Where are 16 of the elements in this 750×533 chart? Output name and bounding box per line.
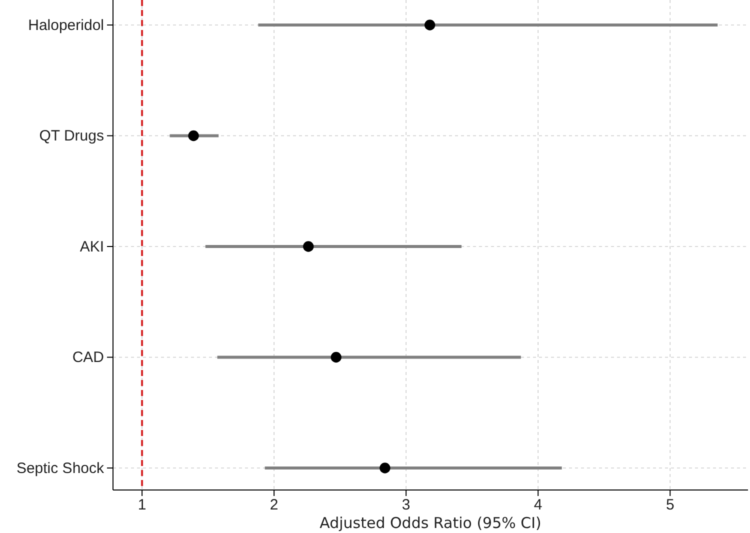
x-axis-title: Adjusted Odds Ratio (95% CI) (320, 514, 542, 532)
point (188, 130, 199, 142)
point (424, 20, 436, 30)
x-tick-label: 5 (666, 496, 674, 514)
x-tick-label: 3 (402, 496, 410, 514)
point (380, 462, 390, 474)
y-tick-label: Haloperidol (28, 16, 104, 34)
y-tick-label: Septic Shock (16, 460, 104, 477)
x-tick-label: 2 (270, 496, 278, 514)
y-tick-label: CAD (72, 349, 104, 366)
y-tick-label: QT Drugs (39, 128, 104, 145)
x-tick-label: 1 (138, 496, 146, 514)
x-tick-label: 4 (534, 496, 542, 514)
point (330, 352, 342, 363)
point (303, 241, 314, 252)
y-tick-label: AKI (80, 238, 104, 256)
